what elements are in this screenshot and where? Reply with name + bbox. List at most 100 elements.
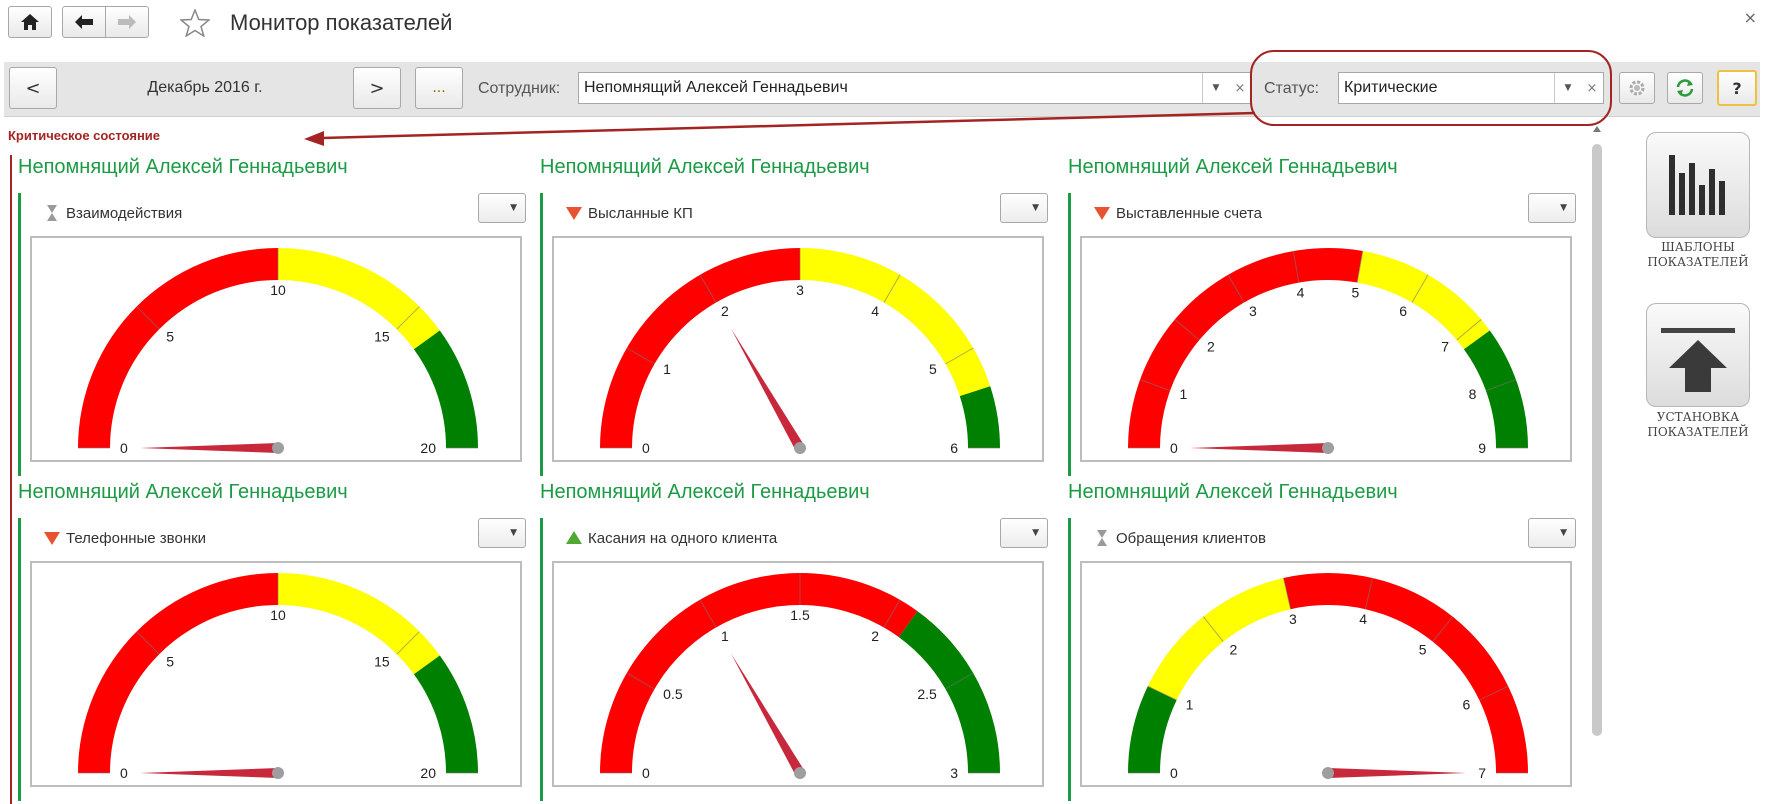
gauge-tick-label: 0 bbox=[120, 440, 128, 456]
employee-name[interactable]: Непомнящий Алексей Геннадьевич bbox=[18, 156, 348, 178]
indicator-menu-button[interactable]: ▼ bbox=[1528, 518, 1576, 548]
refresh-button[interactable] bbox=[1667, 72, 1703, 104]
gauge-needle bbox=[140, 443, 278, 453]
down-triangle-icon bbox=[1092, 203, 1112, 223]
install-caption[interactable]: УСТАНОВКА ПОКАЗАТЕЛЕЙ bbox=[1647, 410, 1749, 439]
gauge-needle bbox=[1190, 443, 1328, 453]
home-button[interactable] bbox=[8, 6, 52, 38]
help-button[interactable]: ? bbox=[1717, 70, 1757, 106]
gauge-frame: 0 5 10 15 20 bbox=[30, 561, 522, 787]
gauge-tick-label: 1 bbox=[1180, 386, 1188, 402]
gauge-tick bbox=[626, 347, 655, 365]
indicator-menu-button[interactable]: ▼ bbox=[478, 193, 526, 223]
indicator-name: Обращения клиентов bbox=[1116, 530, 1266, 547]
chevron-down-icon: ▼ bbox=[1560, 528, 1567, 538]
indicator-menu-button[interactable]: ▼ bbox=[1000, 518, 1048, 548]
employee-name[interactable]: Непомнящий Алексей Геннадьевич bbox=[540, 156, 870, 178]
gauge-tick bbox=[699, 599, 717, 628]
gauge-tick bbox=[699, 274, 717, 303]
gauge-tick-label: 2 bbox=[721, 303, 729, 319]
gauge-band-yellow bbox=[278, 573, 440, 675]
templates-button[interactable] bbox=[1646, 132, 1750, 238]
scroll-up-arrow[interactable] bbox=[1593, 126, 1601, 132]
status-value: Критические bbox=[1344, 79, 1438, 96]
hourglass-icon bbox=[42, 203, 62, 223]
upload-arrow-icon bbox=[1661, 328, 1735, 392]
indicator-menu-button[interactable]: ▼ bbox=[1528, 193, 1576, 223]
employee-field[interactable]: Непомнящий Алексей Геннадьевич ▼ × bbox=[578, 72, 1252, 104]
install-button[interactable] bbox=[1646, 303, 1750, 407]
chevron-down-icon[interactable]: ▼ bbox=[1202, 73, 1229, 103]
scrollbar[interactable] bbox=[1591, 126, 1603, 804]
gauge-band-red bbox=[1283, 573, 1528, 773]
chevron-down-icon: ▼ bbox=[1560, 203, 1567, 213]
settings-button[interactable] bbox=[1619, 72, 1655, 104]
gauge-band-red bbox=[78, 248, 278, 448]
gauge-tick bbox=[626, 672, 655, 690]
employee-name[interactable]: Непомнящий Алексей Геннадьевич bbox=[1068, 156, 1398, 178]
gauge-tick-label: 0 bbox=[642, 440, 650, 456]
gauge-tick bbox=[1479, 685, 1509, 701]
refresh-icon bbox=[1676, 79, 1694, 97]
clear-icon[interactable]: × bbox=[1586, 80, 1598, 96]
gauge-chart: 0 1 2 3 4 5 6 bbox=[600, 248, 1000, 456]
select-period-button[interactable]: ... bbox=[415, 67, 463, 109]
forward-button[interactable] bbox=[105, 6, 149, 38]
gauge-tick bbox=[883, 599, 901, 628]
next-period-button[interactable]: > bbox=[353, 67, 401, 109]
indicator-panel: Непомнящий Алексей Геннадьевич Касания на… bbox=[540, 481, 1056, 801]
indicator-name: Телефонные звонки bbox=[66, 530, 207, 547]
clear-icon[interactable]: × bbox=[1234, 80, 1246, 96]
gauge-tick-label: 6 bbox=[1399, 303, 1407, 319]
employee-value: Непомнящий Алексей Геннадьевич bbox=[584, 79, 848, 96]
status-field[interactable]: Критические ▼ × bbox=[1338, 72, 1604, 104]
gauge-tick-label: 0 bbox=[1170, 440, 1178, 456]
gauge-tick-label: 5 bbox=[1352, 284, 1360, 300]
gauge-tick-label: 1 bbox=[721, 628, 729, 644]
gauge-chart: 0 1 2 3 4 5 6 7 8 9 bbox=[1128, 248, 1528, 456]
templates-caption[interactable]: ШАБЛОНЫ ПОКАЗАТЕЛЕЙ bbox=[1647, 240, 1749, 269]
close-icon[interactable]: × bbox=[1743, 8, 1757, 27]
gauge-tick bbox=[1174, 319, 1200, 341]
bar-chart-icon bbox=[1669, 155, 1725, 215]
employee-name[interactable]: Непомнящий Алексей Геннадьевич bbox=[18, 481, 348, 503]
employee-name[interactable]: Непомнящий Алексей Геннадьевич bbox=[540, 481, 870, 503]
employee-name[interactable]: Непомнящий Алексей Геннадьевич bbox=[1068, 481, 1398, 503]
scroll-thumb[interactable] bbox=[1592, 144, 1602, 736]
chevron-down-icon: ▼ bbox=[510, 528, 517, 538]
indicator-menu-button[interactable]: ▼ bbox=[478, 518, 526, 548]
prev-period-button[interactable]: < bbox=[9, 67, 57, 109]
chevron-down-icon[interactable]: ▼ bbox=[1554, 73, 1581, 103]
period-label: Декабрь 2016 г. bbox=[147, 79, 263, 96]
gauge-tick-label: 3 bbox=[796, 282, 804, 298]
gauge-needle bbox=[1328, 768, 1466, 778]
indicator-name: Высланные КП bbox=[588, 205, 693, 222]
gauge-band-green bbox=[1463, 330, 1528, 448]
gauge-needle bbox=[731, 328, 805, 451]
gauge-tick-label: 1 bbox=[1186, 696, 1194, 712]
gauge-tick-label: 7 bbox=[1478, 765, 1486, 781]
down-triangle-icon bbox=[564, 203, 584, 223]
chevron-down-icon: ▼ bbox=[1032, 203, 1039, 213]
gauge-needle bbox=[140, 768, 278, 778]
gauge-band-red bbox=[600, 248, 800, 448]
gauge-chart: 0 5 10 15 20 bbox=[78, 573, 478, 781]
indicator-menu-button[interactable]: ▼ bbox=[1000, 193, 1048, 223]
gauge-band-red bbox=[78, 573, 278, 773]
indicator-panel: Непомнящий Алексей Геннадьевич Взаимодейс… bbox=[18, 156, 534, 476]
star-icon[interactable] bbox=[180, 9, 210, 37]
gauge-hub bbox=[794, 442, 806, 454]
gauge-tick-label: 0 bbox=[1170, 765, 1178, 781]
gauge-hub bbox=[1322, 442, 1334, 454]
gauge-tick-label: 8 bbox=[1469, 386, 1477, 402]
window-title: Монитор показателей bbox=[230, 10, 453, 35]
gauge-tick bbox=[136, 306, 160, 330]
gauge-chart: 0 1 2 3 4 5 6 7 bbox=[1128, 573, 1528, 781]
section-bar bbox=[10, 155, 12, 804]
indicator-panel: Непомнящий Алексей Геннадьевич Обращения … bbox=[1068, 481, 1584, 801]
gauge-tick bbox=[396, 306, 420, 330]
hourglass-icon bbox=[1092, 528, 1112, 548]
gauge-tick-label: 5 bbox=[929, 361, 937, 377]
gauge-tick-label: 1 bbox=[663, 361, 671, 377]
back-button[interactable] bbox=[62, 6, 106, 38]
